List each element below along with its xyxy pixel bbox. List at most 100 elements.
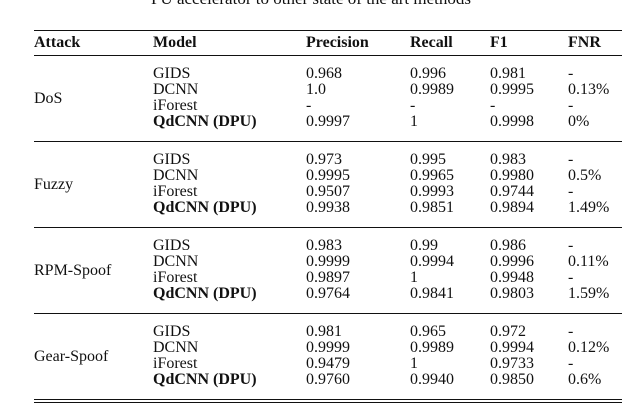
attack-group: Fuzzy GIDS 0.973 0.995 0.983 - DCNN 0.9995 0.996… <box>34 142 622 227</box>
cell-f1: 0.9894 <box>490 199 534 216</box>
cell-model: QdCNN (DPU) <box>153 285 257 302</box>
cell-model: QdCNN (DPU) <box>153 371 257 388</box>
cell-fnr: - <box>568 323 574 340</box>
cell-recall: 0.9993 <box>410 183 454 200</box>
header-attack: Attack <box>34 34 81 51</box>
cell-recall: 0.965 <box>410 323 446 340</box>
table-row: DCNN 0.9995 0.9965 0.9980 0.5% <box>34 168 622 184</box>
cell-recall: 0.99 <box>410 237 438 254</box>
top-rule <box>34 30 622 31</box>
results-table: Attack Model Precision Recall F1 FNR DoS… <box>34 30 622 403</box>
header-f1: F1 <box>490 34 508 51</box>
cell-model: DCNN <box>153 253 199 270</box>
cell-f1: 0.9850 <box>490 371 534 388</box>
cell-f1: 0.9803 <box>490 285 534 302</box>
cell-recall: 0.9965 <box>410 167 454 184</box>
cell-recall: 0.9989 <box>410 339 454 356</box>
table-caption: PU accelerator to other state of the art… <box>0 0 622 9</box>
cell-fnr: - <box>568 355 574 372</box>
cell-model: GIDS <box>153 323 191 340</box>
cell-recall: 1 <box>410 269 418 286</box>
cell-model: GIDS <box>153 237 191 254</box>
cell-f1: 0.983 <box>490 151 526 168</box>
cell-precision: 0.983 <box>306 237 342 254</box>
table-row: GIDS 0.973 0.995 0.983 - <box>34 152 622 168</box>
cell-precision: 0.9999 <box>306 253 350 270</box>
cell-fnr: - <box>568 151 574 168</box>
cell-recall: 0.9851 <box>410 199 454 216</box>
cell-fnr: - <box>568 65 574 82</box>
header-fnr: FNR <box>568 34 601 51</box>
cell-model: DCNN <box>153 81 199 98</box>
cell-recall: 1 <box>410 113 418 130</box>
cell-model: DCNN <box>153 339 199 356</box>
table-row: DCNN 1.0 0.9989 0.9995 0.13% <box>34 82 622 98</box>
cell-f1: - <box>490 97 496 114</box>
cell-precision: 0.968 <box>306 65 342 82</box>
attack-label: DoS <box>34 89 63 107</box>
header-precision: Precision <box>306 34 369 51</box>
group-rule <box>34 313 622 314</box>
cell-recall: 0.9989 <box>410 81 454 98</box>
cell-model: QdCNN (DPU) <box>153 113 257 130</box>
attack-group: DoS GIDS 0.968 0.996 0.981 - DCNN 1.0 0.9989 0.99… <box>34 56 622 141</box>
cell-f1: 0.9744 <box>490 183 534 200</box>
table-row: iForest 0.9479 1 0.9733 - <box>34 356 622 372</box>
attack-group: RPM-Spoof GIDS 0.983 0.99 0.986- DCNN 0.9999 0.… <box>34 228 622 313</box>
table-row: GIDS 0.981 0.965 0.972 - <box>34 324 622 340</box>
table-row: GIDS 0.983 0.99 0.986 - <box>34 238 622 254</box>
cell-precision: 0.9479 <box>306 355 350 372</box>
cell-recall: 0.996 <box>410 65 446 82</box>
cell-model: QdCNN (DPU) <box>153 199 257 216</box>
bottom-rule <box>34 402 622 403</box>
header-row: Attack Model Precision Recall F1 FNR <box>34 31 622 55</box>
header-recall: Recall <box>410 34 453 51</box>
cell-fnr: 0% <box>568 113 590 130</box>
cell-f1: 0.9998 <box>490 113 534 130</box>
cell-model: iForest <box>153 355 198 372</box>
group-rule <box>34 227 622 228</box>
attack-label: Fuzzy <box>34 175 74 193</box>
cell-f1: 0.9995 <box>490 81 534 98</box>
cell-precision: 0.9764 <box>306 285 350 302</box>
attack-group: Gear-Spoof GIDS 0.981 0.965 0.972 - DCNN 0.9999… <box>34 314 622 399</box>
attack-label: RPM-Spoof <box>34 261 112 279</box>
cell-recall: 0.995 <box>410 151 446 168</box>
cell-recall: 0.9940 <box>410 371 454 388</box>
cell-precision: 0.9997 <box>306 113 350 130</box>
cell-precision: 0.981 <box>306 323 342 340</box>
cell-precision: 0.9760 <box>306 371 350 388</box>
table-row: iForest 0.9897 1 0.9948 - <box>34 270 622 286</box>
cell-fnr: - <box>568 97 574 114</box>
cell-recall: 0.9994 <box>410 253 454 270</box>
table-row: QdCNN (DPU) 0.9997 1 0.9998 0% <box>34 114 622 130</box>
cell-precision: - <box>306 97 312 114</box>
header-model: Model <box>153 34 197 51</box>
cell-fnr: 0.12% <box>568 339 610 356</box>
cell-f1: 0.9994 <box>490 339 534 356</box>
cell-f1: 0.9980 <box>490 167 534 184</box>
cell-fnr: 0.11% <box>568 253 609 270</box>
cell-fnr: 0.13% <box>568 81 610 98</box>
table-row: QdCNN (DPU) 0.9938 0.9851 0.9894 1.49% <box>34 200 622 216</box>
table-row: GIDS 0.968 0.996 0.981 - <box>34 66 622 82</box>
cell-fnr: - <box>568 183 574 200</box>
table-row: DCNN 0.9999 0.9989 0.9994 0.12% <box>34 340 622 356</box>
cell-f1: 0.9948 <box>490 269 534 286</box>
cell-model: iForest <box>153 183 198 200</box>
cell-precision: 0.9507 <box>306 183 350 200</box>
cell-fnr: 0.5% <box>568 167 602 184</box>
cell-model: iForest <box>153 97 198 114</box>
cell-f1: 0.972 <box>490 323 526 340</box>
bottom-rule-upper <box>34 399 622 400</box>
table-row: QdCNN (DPU) 0.9760 0.9940 0.9850 0.6% <box>34 372 622 388</box>
cell-model: GIDS <box>153 65 191 82</box>
cell-fnr: - <box>568 269 574 286</box>
cell-recall: - <box>410 97 416 114</box>
cell-model: GIDS <box>153 151 191 168</box>
cell-precision: 0.9999 <box>306 339 350 356</box>
cell-precision: 0.973 <box>306 151 342 168</box>
cell-fnr: 1.49% <box>568 199 610 216</box>
cell-fnr: 0.6% <box>568 371 602 388</box>
cell-f1: 0.981 <box>490 65 526 82</box>
